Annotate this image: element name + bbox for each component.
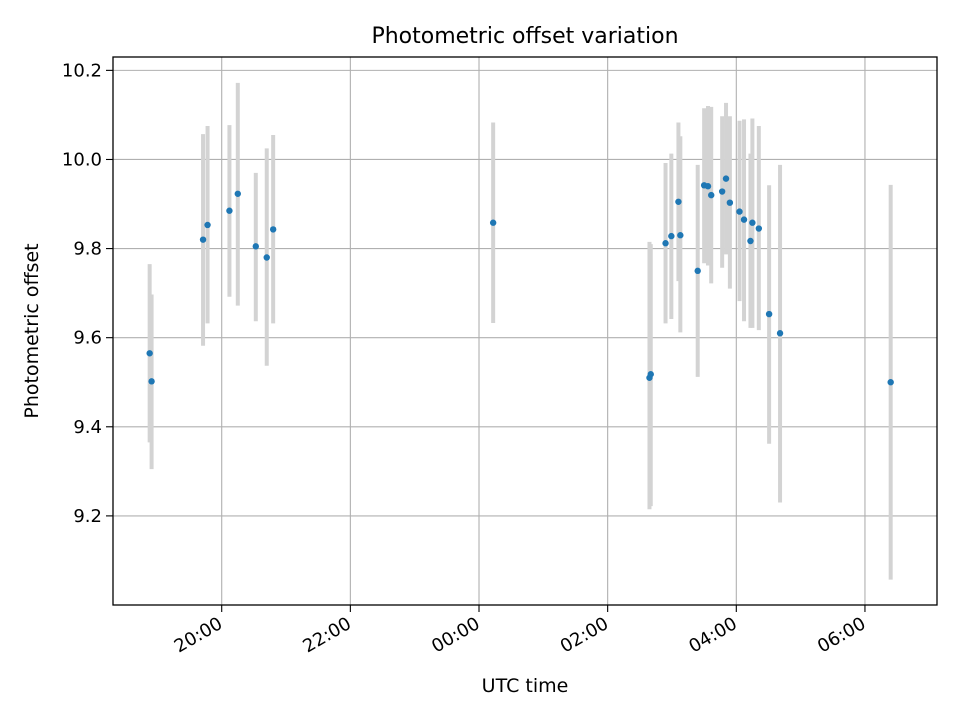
data-point bbox=[234, 190, 241, 197]
x-axis-ticks: 20:00 22:00 00:00 02:00 04:00 06:00 bbox=[171, 605, 869, 657]
y-axis-ticks: 9.2 9.4 9.6 9.8 10.0 10.2 bbox=[62, 60, 113, 527]
y-tick-label: 10.0 bbox=[62, 149, 102, 170]
x-tick-label: 20:00 bbox=[171, 613, 226, 657]
data-point bbox=[726, 199, 734, 206]
data-point bbox=[765, 310, 773, 318]
data-point bbox=[252, 243, 260, 250]
data-point bbox=[489, 219, 497, 226]
data-point bbox=[736, 208, 743, 215]
data-point bbox=[708, 191, 715, 199]
y-tick-label: 9.4 bbox=[73, 417, 102, 438]
data-point bbox=[747, 237, 754, 245]
x-axis-label: UTC time bbox=[482, 675, 569, 697]
data-point bbox=[269, 226, 277, 233]
data-point bbox=[749, 219, 756, 226]
y-tick-label: 9.2 bbox=[73, 506, 102, 527]
data-point bbox=[146, 350, 153, 357]
plot-frame bbox=[112, 56, 938, 606]
data-point bbox=[148, 378, 155, 385]
x-tick-label: 00:00 bbox=[428, 613, 483, 657]
data-point bbox=[776, 330, 784, 337]
x-tick-label: 22:00 bbox=[299, 613, 354, 657]
data-point bbox=[694, 267, 701, 275]
data-point bbox=[675, 198, 682, 205]
data-point bbox=[226, 207, 233, 214]
data-point bbox=[740, 216, 748, 223]
data-point bbox=[755, 225, 763, 232]
data-point bbox=[204, 221, 211, 229]
x-tick-label: 04:00 bbox=[685, 613, 740, 657]
data-point bbox=[887, 379, 894, 386]
data-point bbox=[722, 175, 730, 182]
chart-title: Photometric offset variation bbox=[371, 24, 678, 49]
data-points bbox=[146, 175, 894, 386]
grid bbox=[113, 57, 937, 605]
data-point bbox=[668, 232, 675, 240]
x-tick-label: 06:00 bbox=[814, 613, 869, 657]
y-tick-label: 9.8 bbox=[73, 239, 102, 260]
y-axis-label: Photometric offset bbox=[21, 243, 43, 418]
x-tick-label: 02:00 bbox=[557, 613, 612, 657]
y-tick-label: 10.2 bbox=[62, 60, 102, 81]
data-point bbox=[662, 240, 669, 247]
data-point bbox=[647, 371, 654, 378]
data-point bbox=[704, 183, 712, 190]
data-point bbox=[199, 236, 207, 243]
data-point bbox=[263, 254, 270, 261]
data-point bbox=[677, 232, 684, 239]
y-tick-label: 9.6 bbox=[73, 328, 102, 349]
data-point bbox=[718, 188, 726, 195]
